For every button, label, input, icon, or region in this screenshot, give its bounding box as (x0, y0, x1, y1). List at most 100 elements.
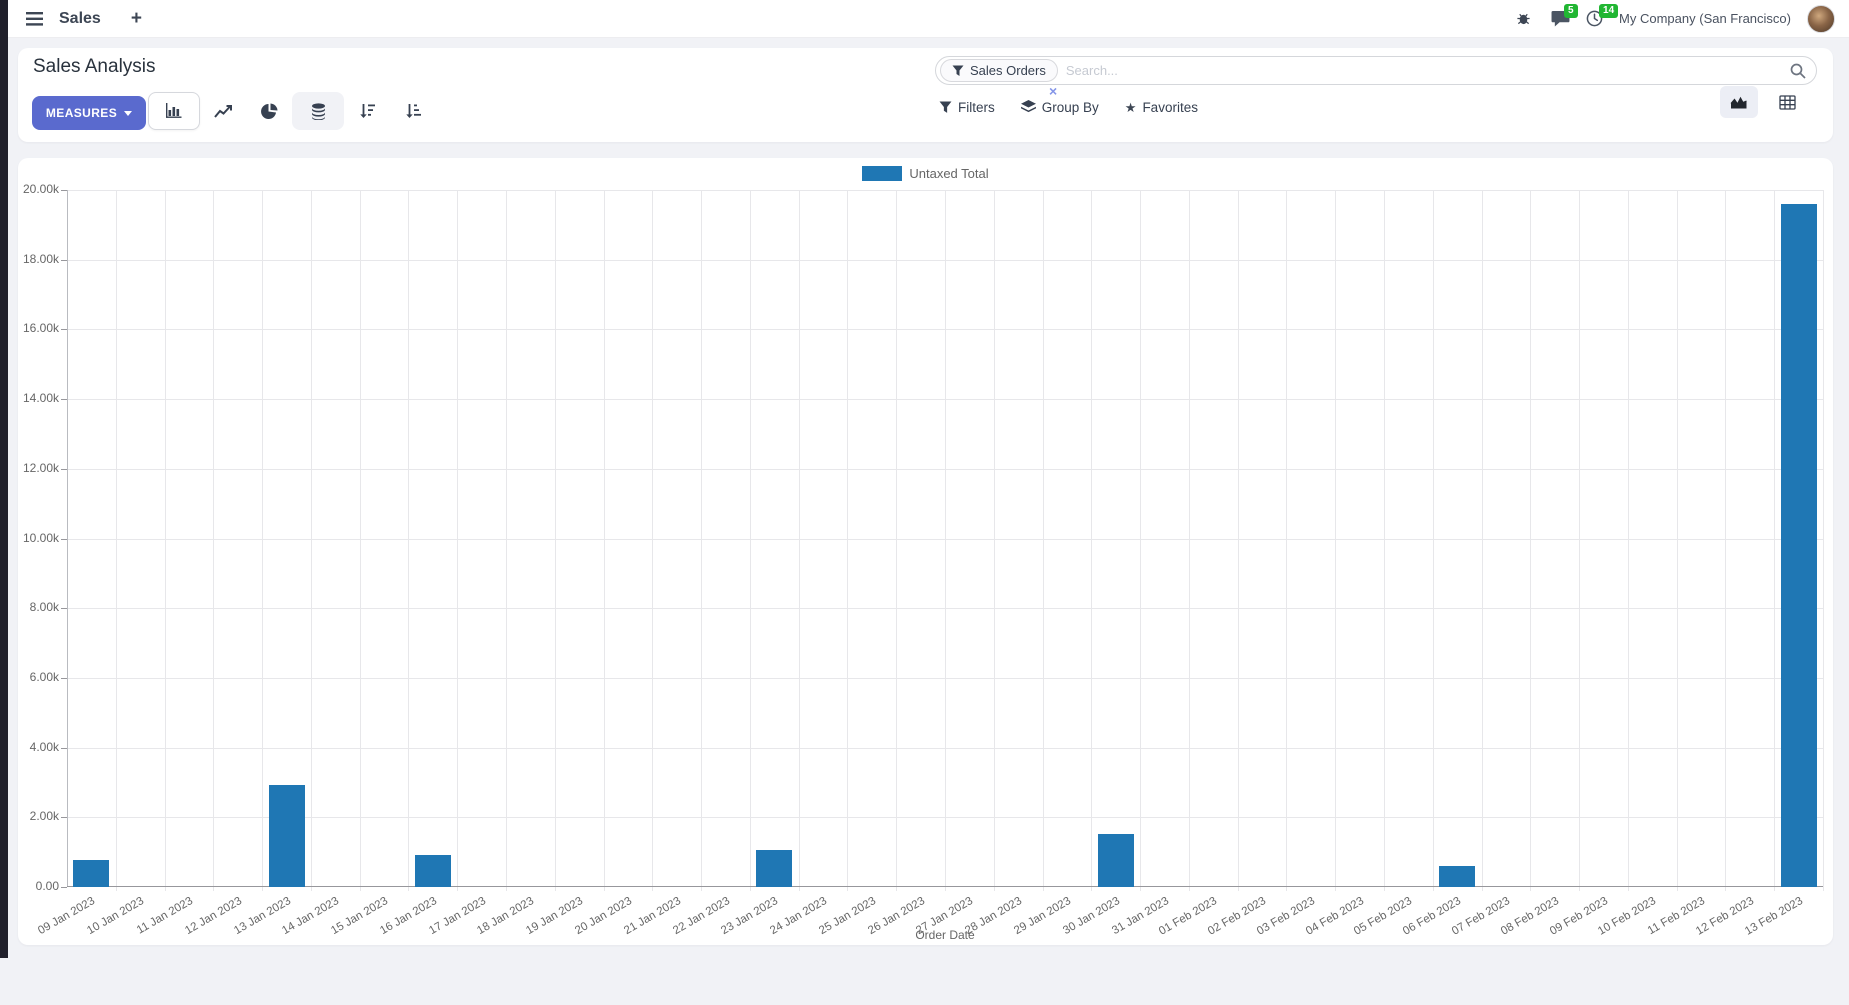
gridline (164, 190, 166, 891)
group-by-label: Group By (1041, 99, 1099, 115)
pivot-view-button[interactable] (1768, 86, 1806, 118)
y-tick-label: 20.00k (22, 182, 59, 196)
messages-badge: 5 (1564, 4, 1578, 18)
gridline (1335, 190, 1337, 891)
y-tick-label: 18.00k (22, 251, 59, 266)
chart-type-toolbar (148, 92, 436, 130)
favorites-button[interactable]: ★ Favorites (1125, 100, 1198, 115)
sort-descending-button[interactable] (344, 92, 390, 130)
gridline (213, 190, 215, 891)
gridline (1530, 190, 1532, 891)
database-stack-icon (311, 102, 325, 120)
gridline (798, 190, 800, 891)
y-tick-mark (61, 468, 67, 470)
line-chart-button[interactable] (200, 92, 246, 130)
measures-button[interactable]: MEASURES (32, 96, 146, 130)
chart-legend[interactable]: Untaxed Total (18, 166, 1833, 181)
filters-label: Filters (958, 99, 995, 115)
gridline (1627, 190, 1629, 891)
y-tick-label: 2.00k (29, 809, 59, 824)
x-axis-line (67, 886, 1823, 887)
gridline (847, 190, 849, 891)
y-tick-mark (61, 608, 67, 610)
gridline (457, 190, 459, 891)
chart-bar[interactable] (1439, 866, 1476, 887)
filter-funnel-icon (952, 65, 964, 76)
bar-chart-button[interactable] (148, 92, 200, 130)
gridline (408, 190, 410, 891)
search-facet-sales-orders[interactable]: Sales Orders (940, 59, 1058, 82)
gridline (749, 190, 751, 891)
group-by-button[interactable]: Group By (1020, 99, 1099, 115)
gridline (1140, 190, 1142, 891)
y-tick-label: 16.00k (22, 321, 59, 336)
sort-ascending-button[interactable] (390, 92, 436, 130)
x-tick-label: 14 Jan 2023 (280, 895, 342, 938)
chart-bar[interactable] (268, 784, 305, 887)
line-chart-icon (213, 104, 232, 118)
bar-chart-plot: 0.00 2.00k 4.00k 6.00k 8.00k 10.00k 12.00k 14.0… (23, 182, 1824, 938)
filters-button[interactable]: Filters (939, 100, 995, 115)
search-bar[interactable]: Sales Orders (935, 56, 1817, 85)
apps-menu-button[interactable] (22, 8, 47, 30)
gridline (1237, 190, 1239, 891)
search-options-row: Filters Group By ★ Favorites (939, 88, 1198, 126)
x-tick-label: 01 Feb 2023 (1157, 895, 1220, 938)
gridline (359, 190, 361, 891)
graph-view-button[interactable] (1720, 86, 1758, 118)
company-switcher[interactable]: My Company (San Francisco) (1619, 11, 1791, 26)
gridline (1579, 190, 1581, 891)
gridline (1676, 190, 1678, 891)
gridline (1091, 190, 1093, 891)
y-tick-label: 0.00 (35, 879, 59, 893)
y-tick-mark (61, 747, 67, 749)
chart-bar[interactable] (73, 860, 110, 887)
messages-button[interactable]: 5 (1551, 4, 1578, 27)
search-input[interactable] (1065, 63, 1790, 78)
gridline (701, 190, 703, 891)
y-tick-mark (61, 259, 67, 261)
gridline (554, 190, 556, 891)
navbar-left: Sales + (22, 5, 146, 32)
activities-badge: 14 (1599, 4, 1619, 18)
y-tick-label: 12.00k (22, 460, 59, 475)
y-tick-mark (61, 399, 67, 401)
y-axis-line (67, 190, 68, 887)
y-tick-label: 10.00k (22, 530, 59, 545)
y-tick-label: 6.00k (29, 669, 59, 684)
chart-bar[interactable] (1097, 834, 1134, 887)
facet-remove-icon[interactable]: × (1049, 83, 1058, 99)
gridline (310, 190, 312, 891)
x-axis-title: Order Date (915, 928, 975, 942)
chart-bar[interactable] (1780, 203, 1817, 887)
gridline (896, 190, 898, 891)
hamburger-icon (26, 11, 43, 26)
gridline (506, 190, 507, 891)
gridline (115, 190, 117, 891)
x-tick-label: 10 Feb 2023 (1596, 895, 1659, 938)
view-switcher (1720, 86, 1806, 118)
chart-bar[interactable] (756, 850, 793, 887)
gridline (1823, 190, 1824, 891)
chart-bar[interactable] (414, 854, 451, 887)
legend-label: Untaxed Total (909, 166, 989, 181)
favorites-label: Favorites (1142, 99, 1198, 115)
y-tick-label: 8.00k (29, 600, 59, 615)
y-tick-mark (61, 190, 67, 191)
star-icon: ★ (1124, 99, 1137, 115)
bar-chart-icon (166, 103, 182, 118)
pie-chart-button[interactable] (246, 92, 292, 130)
activities-button[interactable]: 14 (1586, 4, 1619, 27)
gridline (1188, 190, 1190, 891)
stacked-button[interactable] (292, 92, 344, 130)
gridline (652, 190, 654, 891)
plus-icon[interactable]: + (127, 5, 146, 32)
debug-bug-icon[interactable] (1512, 7, 1535, 30)
search-icon (1790, 63, 1806, 79)
user-avatar[interactable] (1807, 4, 1835, 33)
gridline (603, 190, 605, 891)
app-name[interactable]: Sales (59, 9, 101, 27)
legend-swatch (862, 166, 903, 181)
gridline (1384, 190, 1385, 891)
chart-card: Untaxed Total 0.00 2.00k 4.00k 6.00k 8.00k 10… (18, 158, 1833, 945)
